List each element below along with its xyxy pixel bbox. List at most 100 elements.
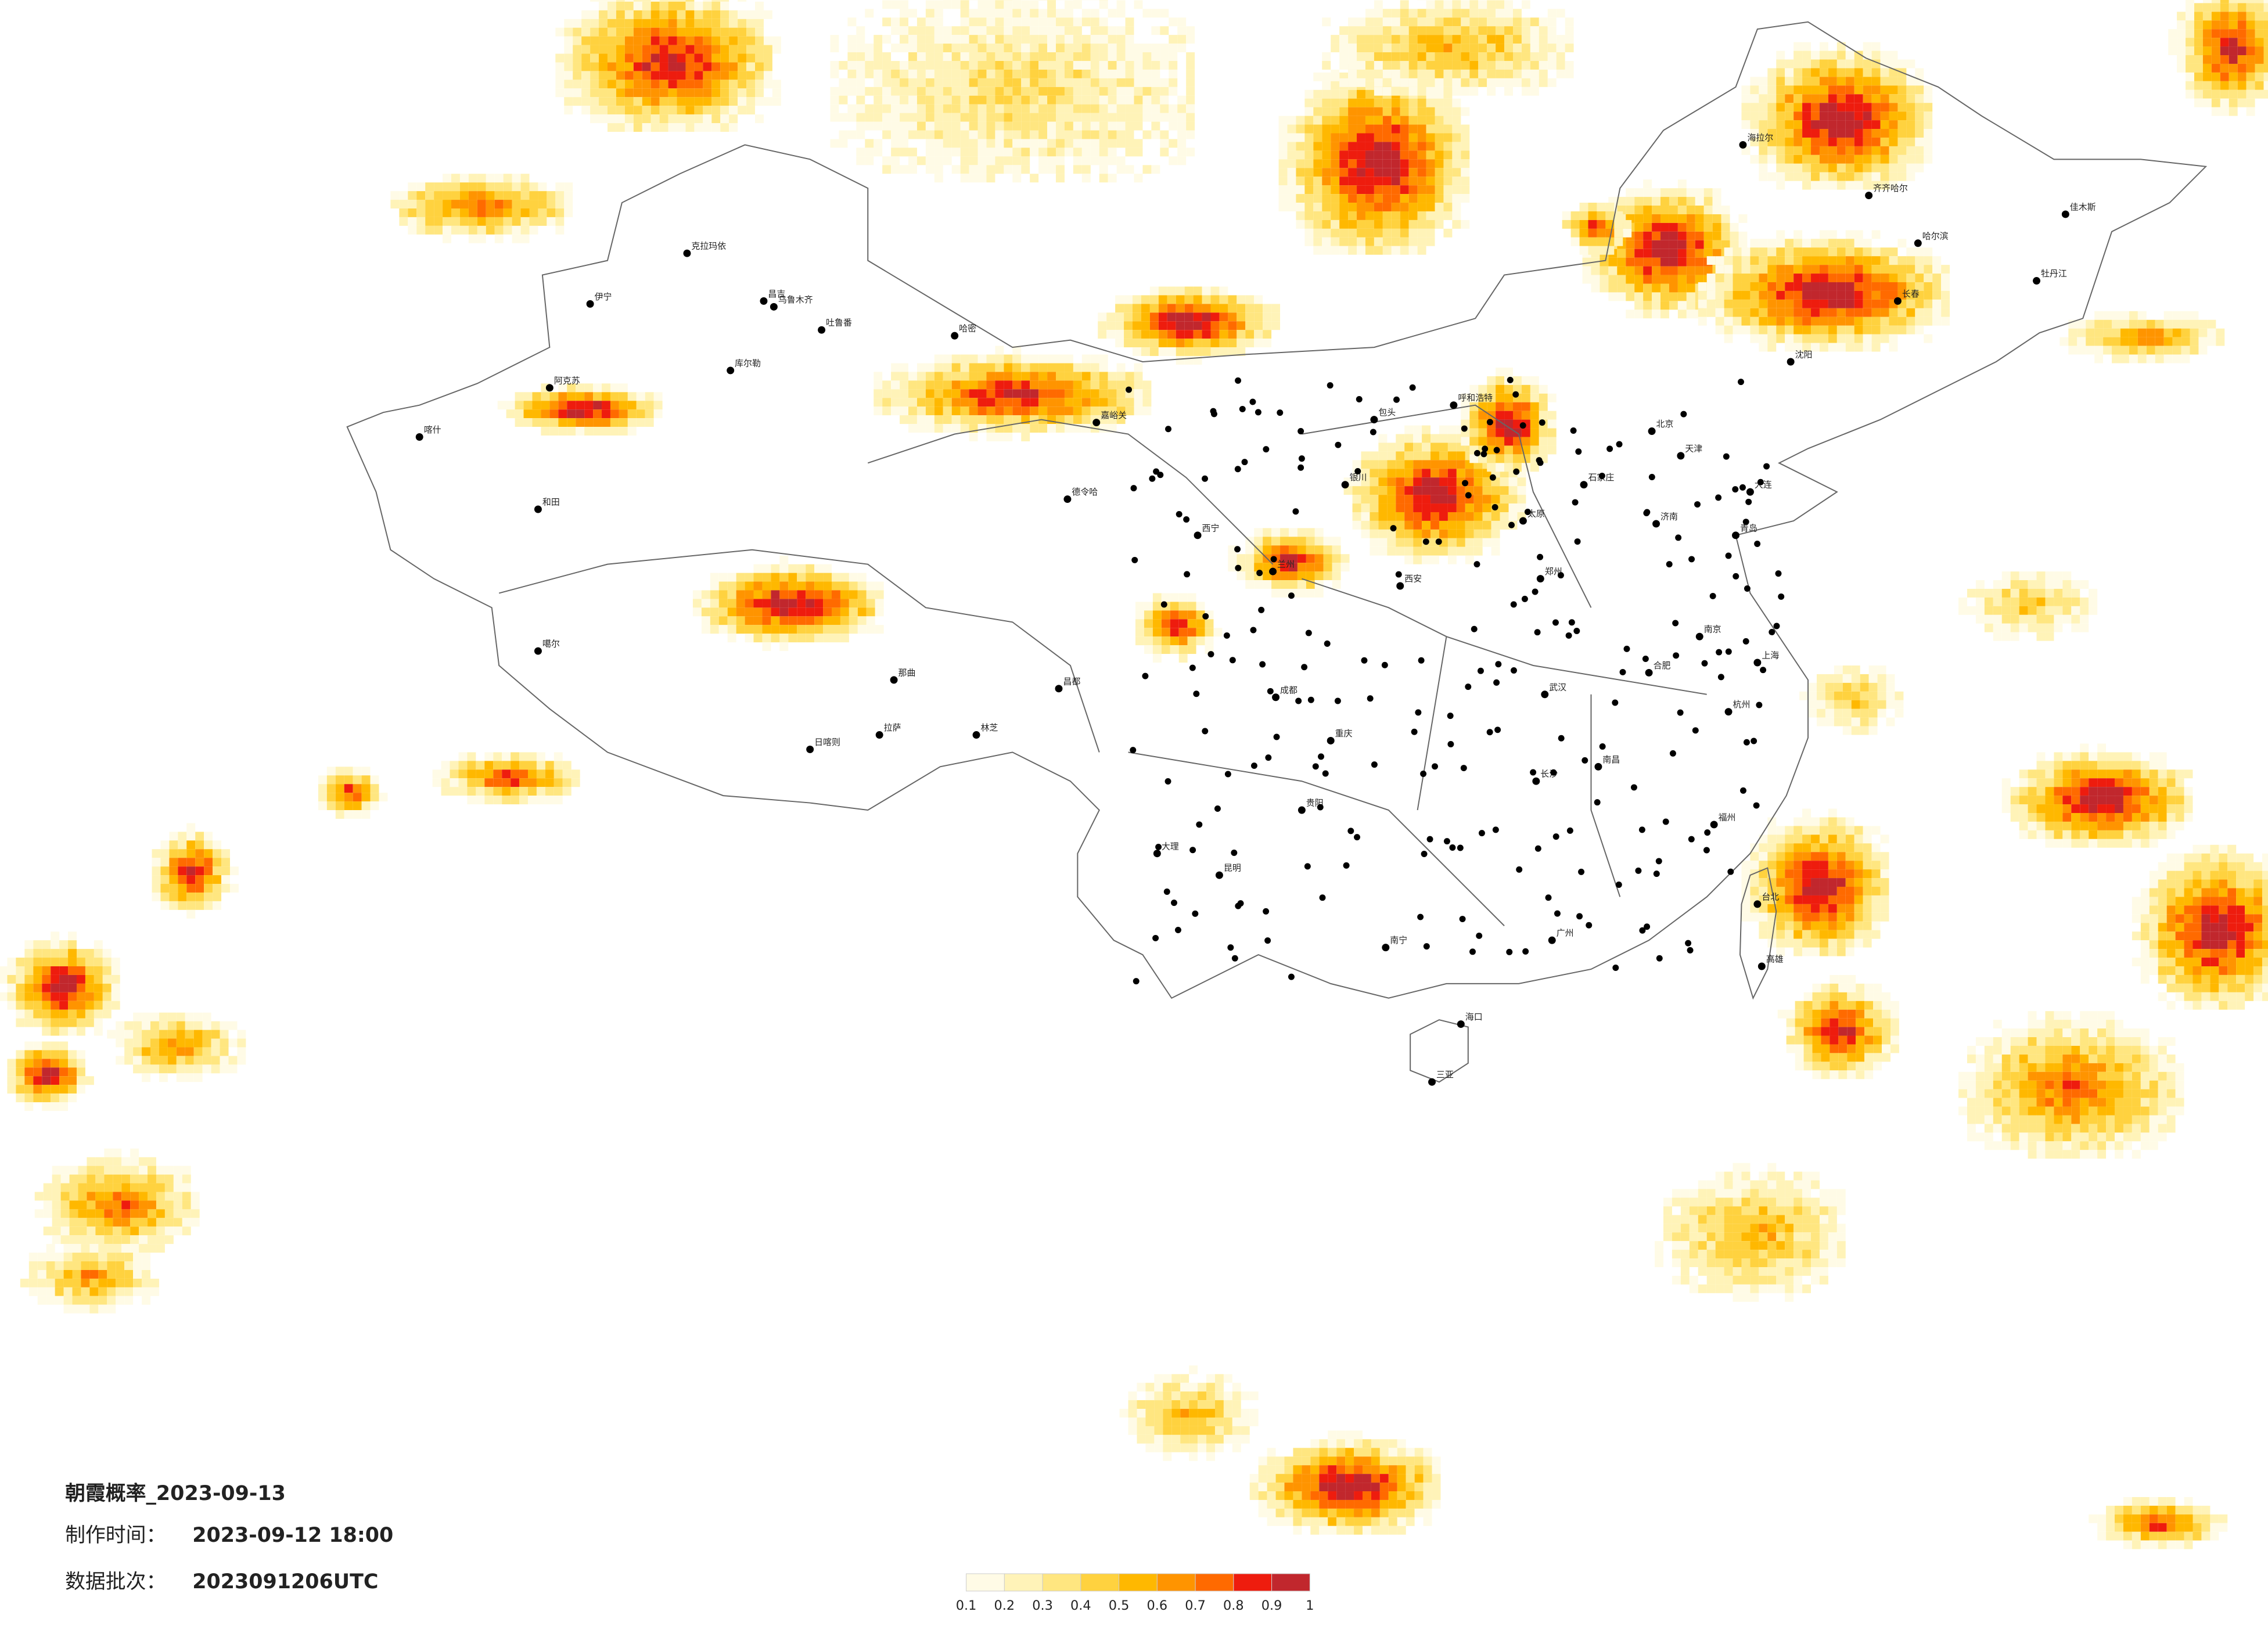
heat-cell xyxy=(1845,230,1854,239)
heat-cell xyxy=(1854,77,1863,86)
heat-cell xyxy=(1767,834,1777,844)
heat-cell xyxy=(1382,237,1392,246)
heat-cell xyxy=(1064,398,1073,407)
heat-cell xyxy=(326,767,336,776)
heat-cell xyxy=(1365,203,1374,211)
heat-cell xyxy=(1882,1035,1890,1045)
heat-cell xyxy=(1345,1491,1354,1500)
heat-cell xyxy=(1854,68,1863,77)
heat-cell xyxy=(1643,214,1652,223)
heat-cell xyxy=(2192,992,2202,1001)
heat-cell xyxy=(1322,203,1331,211)
heat-cell xyxy=(1863,137,1872,146)
heat-cell xyxy=(1864,983,1874,992)
heat-cell xyxy=(1228,563,1237,572)
heat-cell xyxy=(1258,1491,1267,1500)
heat-cell xyxy=(779,642,789,652)
heat-cell xyxy=(2094,337,2104,346)
heat-cell xyxy=(1345,1474,1354,1483)
heat-cell xyxy=(1871,51,1881,60)
heat-cell xyxy=(1417,124,1426,134)
heat-cell xyxy=(986,415,995,425)
heat-cell xyxy=(555,80,565,89)
heat-cell xyxy=(1170,602,1179,611)
heat-cell xyxy=(1284,1465,1293,1474)
heat-cell xyxy=(916,372,926,381)
heat-cell xyxy=(645,418,654,427)
heat-cell xyxy=(616,36,625,45)
heat-cell xyxy=(874,406,883,416)
heat-cell xyxy=(711,1,721,10)
heat-cell xyxy=(1382,142,1392,151)
heat-cell xyxy=(2236,949,2245,958)
heat-cell xyxy=(1254,563,1263,572)
heat-cell xyxy=(169,840,178,850)
heat-cell xyxy=(1915,308,1924,317)
heat-cell xyxy=(1306,528,1315,537)
heat-cell xyxy=(1345,1483,1354,1492)
heat-cell xyxy=(2010,1028,2019,1038)
heat-cell xyxy=(2236,974,2245,984)
heat-cell xyxy=(2089,821,2098,830)
heat-cell xyxy=(2220,0,2229,3)
heat-cell xyxy=(113,1192,122,1201)
heat-cell xyxy=(969,363,978,372)
heat-cell xyxy=(1306,588,1315,598)
heat-cell xyxy=(186,892,196,901)
heat-cell xyxy=(476,761,485,770)
heat-cell xyxy=(33,940,42,949)
heat-cell xyxy=(42,1027,51,1036)
heat-cell xyxy=(1795,1009,1804,1019)
heat-cell xyxy=(1776,68,1785,77)
heat-cell xyxy=(1698,290,1707,300)
heat-cell xyxy=(1167,330,1176,339)
heat-cell xyxy=(1669,266,1678,275)
heat-cell xyxy=(2192,958,2202,966)
heat-cell xyxy=(458,787,468,796)
heat-cell xyxy=(1741,325,1751,334)
heat-cell xyxy=(1975,1106,1985,1116)
heat-cell xyxy=(1408,228,1418,238)
heat-cell xyxy=(2028,1150,2037,1159)
heat-cell xyxy=(1357,133,1365,142)
heat-cell xyxy=(1811,94,1820,103)
heat-cell xyxy=(1397,1448,1406,1457)
heat-cell xyxy=(1785,265,1794,274)
heat-cell xyxy=(2089,1132,2098,1142)
heat-cell xyxy=(1302,1448,1311,1457)
heat-cell xyxy=(1530,419,1539,429)
heat-cell xyxy=(1012,415,1022,425)
heat-cell xyxy=(668,123,677,132)
heat-cell xyxy=(1854,826,1863,835)
heat-cell xyxy=(1652,188,1661,197)
heat-cell xyxy=(33,1067,42,1077)
heat-cell xyxy=(1836,817,1846,826)
heat-cell xyxy=(2132,931,2141,941)
heat-cell xyxy=(2190,319,2199,329)
heat-cell xyxy=(1423,1508,1432,1517)
heat-cell xyxy=(229,866,239,876)
heat-cell xyxy=(1254,580,1263,589)
heat-cell xyxy=(762,607,771,617)
heat-cell xyxy=(2236,905,2245,915)
heat-cell xyxy=(2080,1115,2089,1124)
heat-cell xyxy=(1397,1439,1406,1448)
heat-cell xyxy=(1435,185,1444,195)
heat-cell xyxy=(2137,346,2147,355)
heat-cell xyxy=(745,625,754,634)
heat-cell xyxy=(2062,1071,2072,1081)
heat-cell xyxy=(186,840,196,850)
heat-cell xyxy=(788,573,797,582)
heat-cell xyxy=(1993,1098,2002,1107)
heat-cell xyxy=(607,1,616,10)
heat-cell xyxy=(2237,63,2247,73)
heat-cell xyxy=(1371,1474,1380,1483)
heat-cell xyxy=(2120,354,2129,364)
heat-cell xyxy=(94,1001,103,1010)
heat-cell xyxy=(2158,804,2167,813)
heat-cell xyxy=(2097,1080,2107,1089)
heat-cell xyxy=(2158,949,2167,958)
heat-cell xyxy=(2175,958,2184,966)
heat-cell xyxy=(1473,520,1483,530)
heat-cell xyxy=(33,966,42,975)
